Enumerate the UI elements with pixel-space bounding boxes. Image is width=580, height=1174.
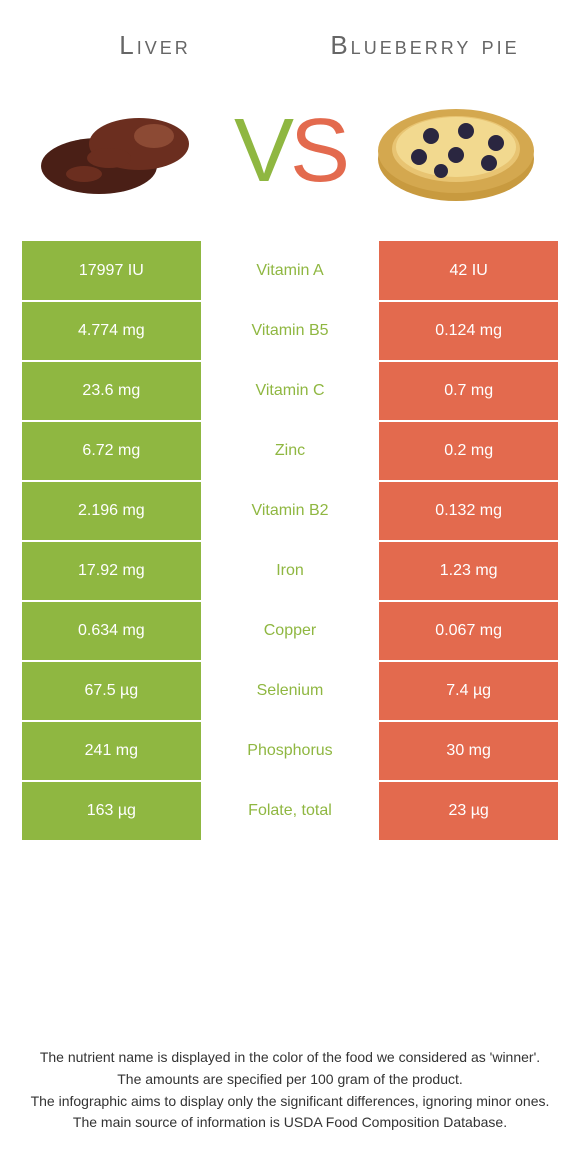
right-value: 0.124 mg (379, 301, 558, 361)
vs-v: V (234, 101, 290, 201)
table-row: 0.634 mgCopper0.067 mg (22, 601, 558, 661)
right-value: 1.23 mg (379, 541, 558, 601)
nutrient-name: Folate, total (201, 781, 380, 841)
titles-row: Liver Blueberry pie (0, 0, 580, 71)
table-row: 4.774 mgVitamin B50.124 mg (22, 301, 558, 361)
title-left: Liver (20, 30, 290, 61)
nutrient-name: Vitamin A (201, 241, 380, 301)
footer-line-4: The main source of information is USDA F… (30, 1112, 550, 1134)
right-value: 23 µg (379, 781, 558, 841)
nutrient-name: Zinc (201, 421, 380, 481)
left-value: 4.774 mg (22, 301, 201, 361)
right-value: 30 mg (379, 721, 558, 781)
left-value: 17997 IU (22, 241, 201, 301)
comparison-table: 17997 IUVitamin A42 IU4.774 mgVitamin B5… (22, 241, 558, 842)
nutrient-name: Selenium (201, 661, 380, 721)
table-row: 163 µgFolate, total23 µg (22, 781, 558, 841)
left-value: 67.5 µg (22, 661, 201, 721)
right-value: 42 IU (379, 241, 558, 301)
footer-line-2: The amounts are specified per 100 gram o… (30, 1069, 550, 1091)
footer-line-1: The nutrient name is displayed in the co… (30, 1047, 550, 1069)
right-value: 0.2 mg (379, 421, 558, 481)
left-value: 241 mg (22, 721, 201, 781)
right-value: 0.132 mg (379, 481, 558, 541)
table-row: 2.196 mgVitamin B20.132 mg (22, 481, 558, 541)
left-value: 0.634 mg (22, 601, 201, 661)
table-row: 6.72 mgZinc0.2 mg (22, 421, 558, 481)
vs-s: S (290, 101, 346, 201)
pie-image (352, 91, 560, 211)
footer-line-3: The infographic aims to display only the… (30, 1091, 550, 1113)
right-value: 0.7 mg (379, 361, 558, 421)
left-value: 2.196 mg (22, 481, 201, 541)
table-row: 17997 IUVitamin A42 IU (22, 241, 558, 301)
nutrient-name: Copper (201, 601, 380, 661)
nutrient-name: Vitamin C (201, 361, 380, 421)
pie-icon (371, 91, 541, 211)
liver-icon (39, 96, 209, 206)
vs-label: VS (234, 100, 346, 203)
nutrient-name: Phosphorus (201, 721, 380, 781)
table-row: 241 mgPhosphorus30 mg (22, 721, 558, 781)
footer-notes: The nutrient name is displayed in the co… (0, 1047, 580, 1134)
nutrient-name: Vitamin B5 (201, 301, 380, 361)
right-value: 7.4 µg (379, 661, 558, 721)
left-value: 6.72 mg (22, 421, 201, 481)
table-row: 23.6 mgVitamin C0.7 mg (22, 361, 558, 421)
right-value: 0.067 mg (379, 601, 558, 661)
nutrient-name: Vitamin B2 (201, 481, 380, 541)
liver-image (20, 96, 228, 206)
table-row: 17.92 mgIron1.23 mg (22, 541, 558, 601)
images-row: VS (0, 71, 580, 241)
left-value: 163 µg (22, 781, 201, 841)
left-value: 23.6 mg (22, 361, 201, 421)
table-row: 67.5 µgSelenium7.4 µg (22, 661, 558, 721)
comparison-table-wrap: 17997 IUVitamin A42 IU4.774 mgVitamin B5… (0, 241, 580, 842)
title-right: Blueberry pie (290, 30, 560, 61)
left-value: 17.92 mg (22, 541, 201, 601)
nutrient-name: Iron (201, 541, 380, 601)
